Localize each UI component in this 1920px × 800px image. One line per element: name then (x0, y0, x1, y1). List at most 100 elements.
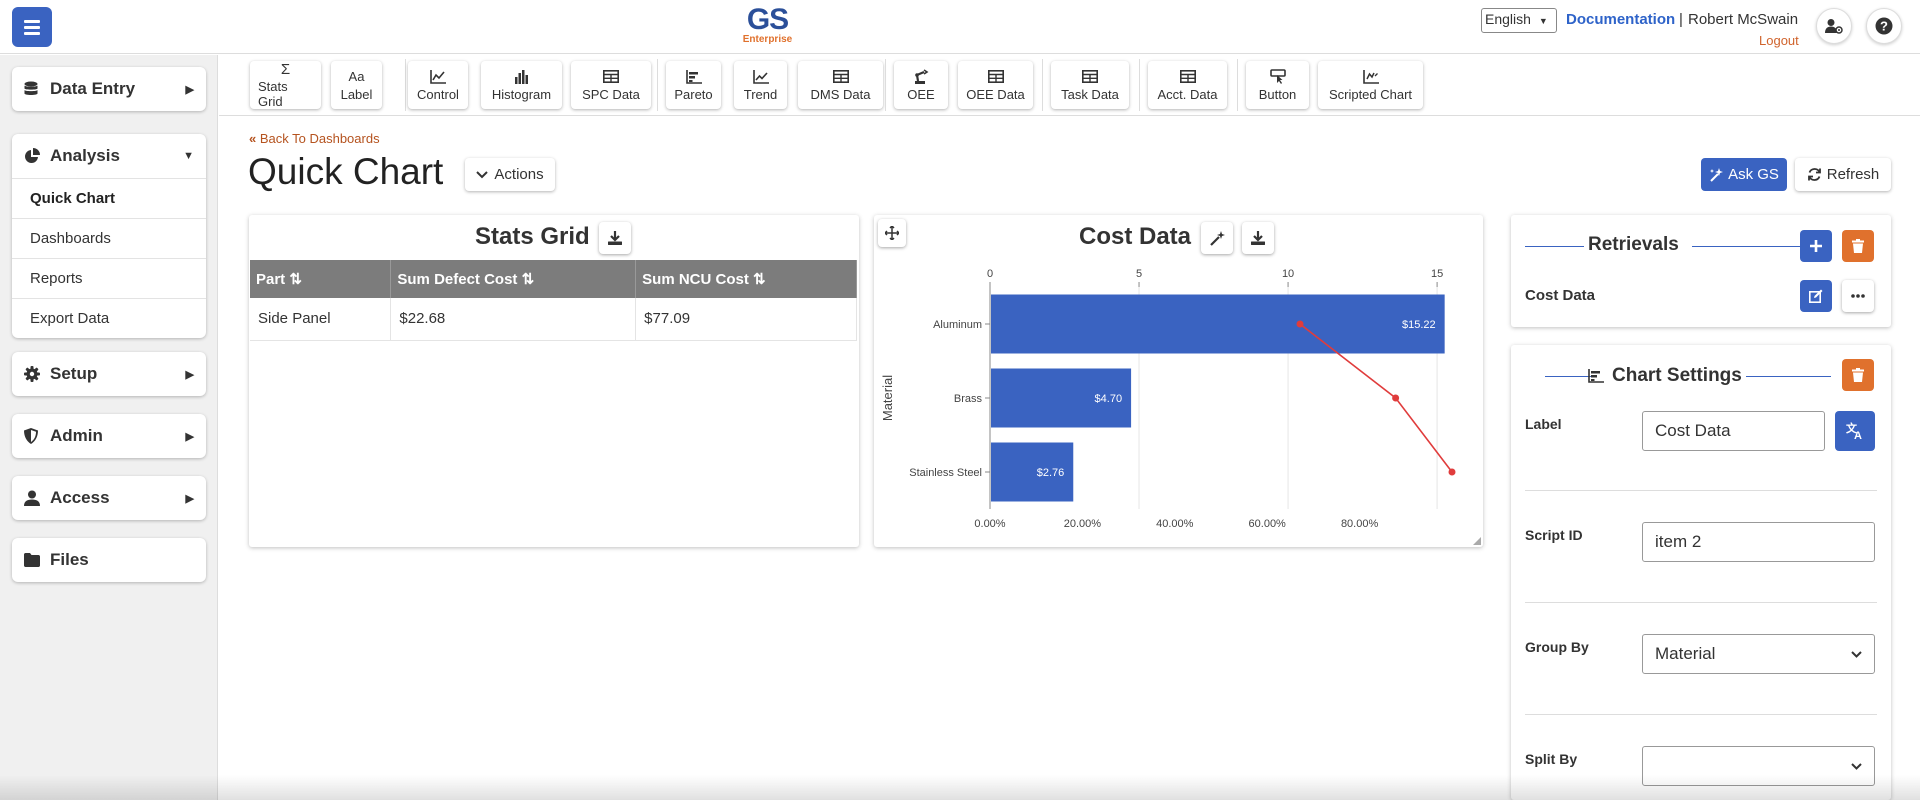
chart-wizard-button[interactable] (1201, 222, 1233, 254)
tool-trend[interactable]: Trend (734, 61, 787, 109)
tool-oee-data[interactable]: OEE Data (958, 61, 1033, 109)
stats-grid-download-button[interactable] (599, 222, 631, 254)
table-icon (987, 69, 1004, 85)
nav-setup-label: Setup (50, 364, 98, 383)
nav-setup[interactable]: Setup ▶ (12, 352, 206, 396)
tool-control[interactable]: Control (408, 61, 468, 109)
tool-acct-data[interactable]: Acct. Data (1148, 61, 1227, 109)
nav-admin[interactable]: Admin ▶ (12, 414, 206, 458)
bottom-axis-tick-label: 60.00% (1249, 518, 1287, 530)
tool-control-label: Control (417, 86, 459, 102)
tool-pareto-label: Pareto (674, 86, 713, 102)
bar-value-label: $15.22 (1402, 319, 1436, 331)
caret-right-icon: ▶ (185, 492, 194, 505)
download-icon (608, 231, 622, 245)
caret-right-icon: ▶ (185, 430, 194, 443)
stats-grid-panel: Stats Grid Part ⇅ Sum Defect Cost ⇅ Sum … (249, 215, 859, 547)
top-axis-tick-label: 10 (1282, 268, 1294, 280)
label-input[interactable]: Cost Data (1642, 411, 1825, 451)
nav-export-data[interactable]: Export Data (12, 298, 206, 338)
widget-toolbar: Σ Stats Grid Aa Label Control Histogram … (219, 55, 1920, 116)
tool-pareto[interactable]: Pareto (666, 61, 721, 109)
tool-oee[interactable]: OEE (894, 61, 948, 109)
top-bar: GS Enterprise English ▼ Documentation | … (0, 0, 1920, 54)
tool-dms-data[interactable]: DMS Data (798, 61, 883, 109)
tool-acct-data-label: Acct. Data (1157, 86, 1218, 102)
bar (991, 294, 1445, 354)
tool-stats-grid[interactable]: Σ Stats Grid (250, 61, 321, 109)
chart-download-button[interactable] (1242, 222, 1274, 254)
logout-link[interactable]: Logout (1759, 33, 1799, 48)
nav-data-entry[interactable]: Data Entry ▶ (12, 67, 206, 111)
tool-scripted-chart[interactable]: Scripted Chart (1318, 61, 1423, 109)
bottom-axis-tick-label: 20.00% (1064, 518, 1102, 530)
table-icon (1179, 69, 1196, 85)
tool-button[interactable]: Button (1246, 61, 1309, 109)
add-retrieval-button[interactable] (1800, 230, 1832, 262)
actions-dropdown-button[interactable]: Actions (465, 158, 555, 191)
group-by-select[interactable]: Material (1642, 634, 1875, 674)
caret-right-icon: ▶ (185, 83, 194, 96)
user-settings-button[interactable] (1816, 8, 1852, 44)
shield-icon (24, 428, 42, 444)
text-icon: Aa (348, 69, 365, 84)
tool-histogram[interactable]: Histogram (481, 61, 562, 109)
back-to-dashboards-link[interactable]: « Back To Dashboards (249, 131, 380, 146)
tool-histogram-label: Histogram (491, 86, 552, 102)
user-gear-icon (1825, 19, 1843, 34)
app-logo[interactable]: GS Enterprise (735, 5, 800, 45)
column-header-part[interactable]: Part ⇅ (250, 260, 392, 298)
question-circle-icon: ? (1875, 17, 1893, 35)
script-id-input[interactable]: item 2 (1642, 522, 1875, 562)
nav-analysis[interactable]: Analysis ▼ Quick Chart Dashboards Report… (12, 134, 206, 338)
tool-trend-label: Trend (743, 86, 778, 102)
documentation-link[interactable]: Documentation (1566, 11, 1676, 28)
tool-task-data[interactable]: Task Data (1051, 61, 1129, 109)
sort-icon: ⇅ (289, 271, 302, 288)
chevron-down-icon (1851, 650, 1862, 658)
language-select[interactable]: English ▼ (1481, 8, 1557, 33)
edit-icon (1809, 289, 1823, 303)
column-header-sum-ncu-cost[interactable]: Sum NCU Cost ⇅ (635, 260, 857, 298)
line-chart-icon (430, 69, 446, 85)
delete-chart-button[interactable] (1842, 359, 1874, 391)
nav-access[interactable]: Access ▶ (12, 476, 206, 520)
bottom-shadow (0, 775, 1920, 800)
table-row: Side Panel $22.68 $77.09 (250, 298, 857, 341)
header-separator: | (1679, 11, 1683, 28)
ask-gs-label: Ask GS (1728, 166, 1779, 183)
help-button[interactable]: ? (1866, 8, 1902, 44)
caret-down-icon: ▼ (183, 150, 194, 162)
sigma-icon: Σ (280, 60, 291, 78)
nav-reports[interactable]: Reports (12, 258, 206, 298)
bar-value-label: $2.76 (1037, 467, 1065, 479)
bar (991, 442, 1074, 502)
back-link-label: Back To Dashboards (259, 131, 380, 146)
tool-dms-data-label: DMS Data (810, 86, 871, 102)
ask-gs-button[interactable]: Ask GS (1701, 158, 1787, 191)
tool-spc-data[interactable]: SPC Data (571, 61, 651, 109)
tool-label[interactable]: Aa Label (331, 61, 382, 109)
retrieval-item-label: Cost Data (1525, 287, 1596, 304)
delete-retrievals-button[interactable] (1842, 230, 1874, 262)
column-header-sum-defect-cost[interactable]: Sum Defect Cost ⇅ (390, 260, 637, 298)
edit-retrieval-button[interactable] (1800, 280, 1832, 312)
user-icon (24, 490, 42, 506)
nav-files[interactable]: Files (12, 538, 206, 582)
tool-stats-grid-label: Stats Grid (258, 79, 288, 109)
nav-quick-chart[interactable]: Quick Chart (12, 178, 206, 218)
hamburger-menu-button[interactable] (12, 7, 52, 47)
chevron-down-icon: ▼ (1538, 16, 1548, 26)
robot-arm-icon (913, 69, 929, 85)
top-axis-tick-label: 15 (1431, 268, 1443, 280)
y-axis-tick-label: Brass (954, 393, 983, 405)
more-options-button[interactable] (1842, 280, 1874, 312)
refresh-button[interactable]: Refresh (1795, 158, 1891, 191)
move-handle-button[interactable] (878, 219, 906, 247)
histogram-icon (514, 69, 530, 85)
nav-dashboards[interactable]: Dashboards (12, 218, 206, 258)
gear-icon (24, 366, 42, 382)
resize-handle[interactable] (1473, 537, 1481, 545)
split-by-select[interactable] (1642, 746, 1875, 786)
